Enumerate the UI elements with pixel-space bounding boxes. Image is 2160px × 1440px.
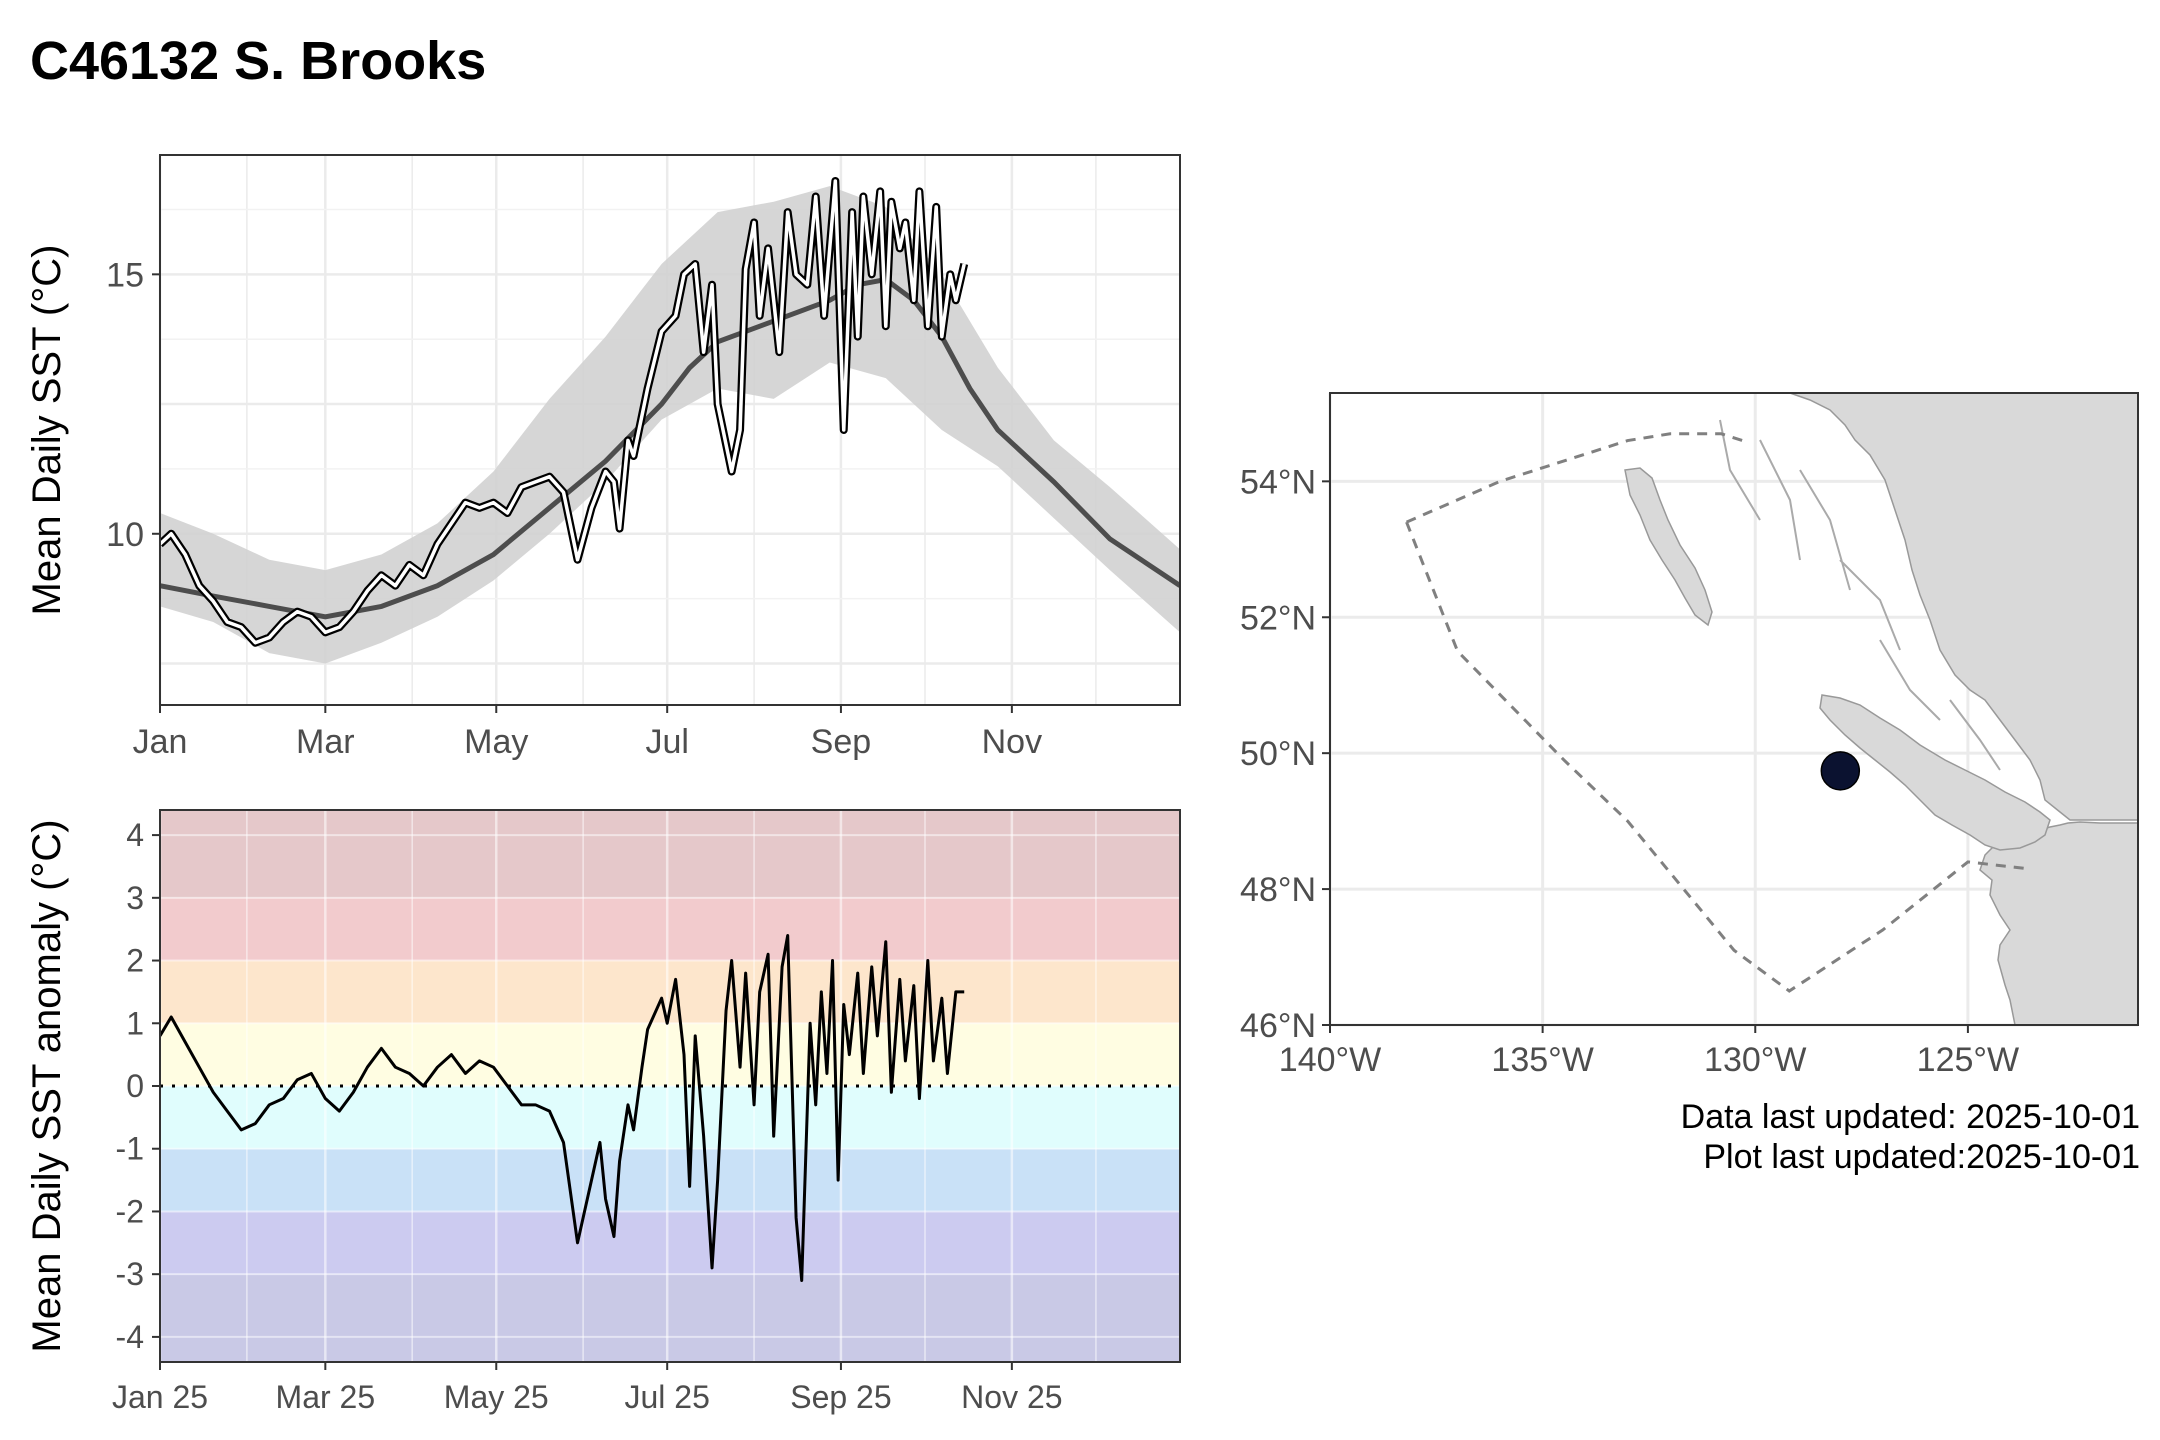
anomaly-ytick-label: 3 (126, 880, 144, 916)
page-title: C46132 S. Brooks (30, 31, 487, 91)
station-marker (1820, 751, 1861, 791)
observed-sst-line (160, 179, 966, 645)
sst-ytick-label: 15 (106, 256, 144, 294)
sst-xtick-label: Sep (811, 723, 872, 761)
anomaly-ytick-label: -4 (116, 1319, 144, 1355)
map-lat-tick-label: 46°N (1240, 1007, 1316, 1045)
map-lat-tick-label: 52°N (1240, 599, 1316, 637)
anomaly-bands (160, 810, 1180, 1362)
anomaly-ytick-label: 2 (126, 943, 144, 979)
vancouver-island (1819, 694, 2051, 851)
anomaly-ytick-label: -2 (116, 1193, 144, 1229)
anomaly-xtick-label: Sep 25 (790, 1379, 891, 1415)
sst-xtick-label: Jul (645, 723, 688, 761)
mainland-channels (1719, 419, 2001, 771)
anomaly-line (160, 933, 965, 1282)
anomaly-y-axis-label: Mean Daily SST anomaly (°C) (25, 819, 69, 1352)
region-boundary-north (1405, 432, 1743, 524)
sst-y-axis: 10 15 (106, 256, 160, 554)
map-lat-tick-label: 48°N (1240, 871, 1316, 909)
map-border (1329, 392, 2139, 1026)
data-updated-note: Data last updated: 2025-10-01 (1680, 1098, 2140, 1136)
map-lon-tick-label: 130°W (1704, 1041, 1806, 1079)
sst-panel: 10 15 Jan Mar May Jul Sep Nov Mean Daily SST (… (25, 154, 1181, 761)
anomaly-band (160, 1023, 1180, 1086)
anomaly-y-axis: 4 3 2 1 0 -1 -2 -3 -4 (116, 817, 160, 1355)
anomaly-band (160, 1148, 1180, 1212)
map-lat-tick-label: 54°N (1240, 463, 1316, 501)
map-lon-tick-label: 125°W (1917, 1041, 2019, 1079)
anomaly-band (160, 897, 1180, 961)
sst-xtick-label: Jan (133, 723, 188, 761)
anomaly-ytick-label: -3 (116, 1256, 144, 1292)
map-latitude-axis: 54°N 52°N 50°N 48°N 46°N (1240, 463, 1330, 1045)
map-lon-tick-label: 135°W (1491, 1041, 1593, 1079)
anomaly-ytick-label: -1 (116, 1131, 144, 1167)
location-map: 54°N 52°N 50°N 48°N 46°N 140°W 135°W 130°W 125°… (1240, 392, 2139, 1079)
sst-panel-border (159, 154, 1181, 706)
haida-gwaii (1624, 467, 1713, 627)
anomaly-ytick-label: 1 (126, 1005, 144, 1041)
anomaly-xtick-label: May 25 (444, 1379, 549, 1415)
anomaly-x-axis: Jan 25 Mar 25 May 25 Jul 25 Sep 25 Nov 25 (112, 1362, 1063, 1415)
anomaly-band (160, 1274, 1180, 1362)
sst-xtick-label: Nov (982, 723, 1042, 761)
anomaly-ytick-label: 4 (126, 817, 144, 853)
map-longitude-axis: 140°W 135°W 130°W 125°W (1279, 1025, 2019, 1079)
anomaly-ytick-label: 0 (126, 1068, 144, 1104)
sst-xtick-label: May (464, 723, 528, 761)
anomaly-xtick-label: Mar 25 (276, 1379, 376, 1415)
sst-x-axis: Jan Mar May Jul Sep Nov (133, 705, 1042, 761)
anomaly-band (160, 1211, 1180, 1275)
sst-y-axis-label: Mean Daily SST (°C) (25, 245, 69, 616)
map-lat-tick-label: 50°N (1240, 735, 1316, 773)
anomaly-xtick-label: Jul 25 (625, 1379, 710, 1415)
sst-xtick-label: Mar (296, 723, 355, 761)
anomaly-panel: 4 3 2 1 0 -1 -2 -3 -4 Jan 25 Mar 25 May 25 Jul 25 Se… (25, 809, 1181, 1415)
sst-ytick-label: 10 (106, 516, 144, 554)
region-boundary-south (1405, 521, 2028, 993)
anomaly-band (160, 1086, 1180, 1149)
anomaly-xtick-label: Nov 25 (961, 1379, 1062, 1415)
map-lon-tick-label: 140°W (1279, 1041, 1381, 1079)
anomaly-band (160, 810, 1180, 898)
anomaly-xtick-label: Jan 25 (112, 1379, 208, 1415)
plot-updated-note: Plot last updated:2025-10-01 (1703, 1138, 2140, 1176)
